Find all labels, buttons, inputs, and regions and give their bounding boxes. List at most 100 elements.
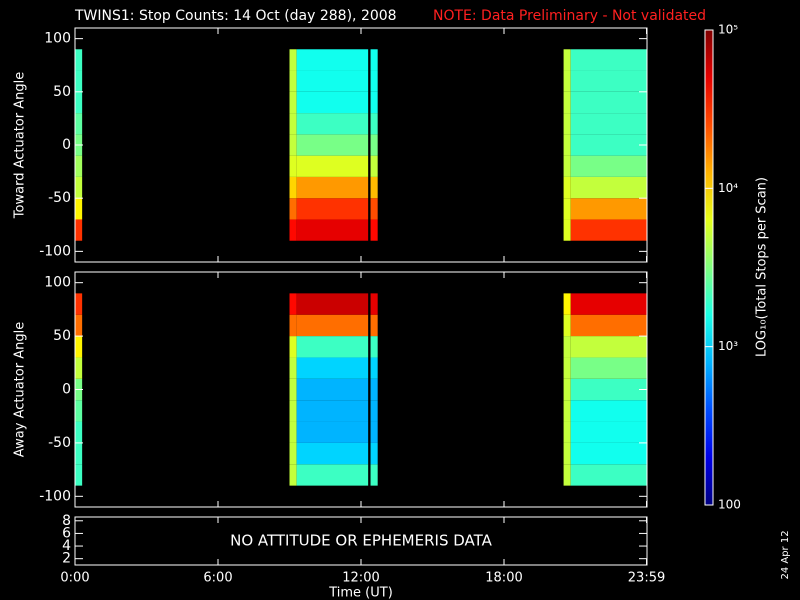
heatmap-cell bbox=[570, 70, 647, 92]
heatmap-cell bbox=[370, 198, 378, 220]
heatmap-cell bbox=[563, 49, 571, 71]
heatmap-cell bbox=[289, 336, 297, 358]
heatmap-cell bbox=[370, 421, 378, 443]
note: NOTE: Data Preliminary - Not validated bbox=[433, 8, 706, 24]
x-tick-label: 18:00 bbox=[485, 571, 522, 586]
y-tick-label: 100 bbox=[44, 31, 71, 47]
y-tick-label: -50 bbox=[48, 435, 71, 451]
heatmap-cell bbox=[570, 134, 647, 156]
y-tick-label: 6 bbox=[62, 525, 71, 541]
heatmap-cell bbox=[296, 421, 369, 443]
heatmap-cell bbox=[75, 49, 83, 71]
heatmap-cell bbox=[75, 219, 83, 241]
heatmap-cell bbox=[370, 134, 378, 156]
heatmap-cell bbox=[75, 421, 83, 443]
heatmap-cell bbox=[570, 400, 647, 422]
heatmap-cell bbox=[289, 155, 297, 177]
heatmap-cell bbox=[296, 70, 369, 92]
heatmap-cell bbox=[370, 176, 378, 199]
date: 24 Apr 12 bbox=[780, 530, 791, 579]
heatmap-cell bbox=[289, 464, 297, 486]
heatmap-cell bbox=[289, 314, 297, 337]
heatmap-cell bbox=[289, 400, 297, 422]
heatmap-cell bbox=[289, 378, 297, 401]
heatmap-cell bbox=[570, 464, 647, 486]
heatmap-cell bbox=[296, 91, 369, 114]
heatmap-cell bbox=[563, 91, 571, 114]
heatmap-cell bbox=[370, 314, 378, 337]
heatmap-cell bbox=[75, 464, 83, 486]
heatmap-cell bbox=[570, 113, 647, 135]
heatmap-cell bbox=[570, 421, 647, 443]
heatmap-cell bbox=[296, 293, 369, 315]
heatmap-cell bbox=[289, 357, 297, 379]
heatmap-cell bbox=[370, 442, 378, 465]
heatmap-cell bbox=[296, 49, 369, 71]
y-tick-label: -100 bbox=[39, 488, 71, 504]
y-axis-label: Away Actuator Angle bbox=[13, 322, 28, 457]
y-tick-label: 4 bbox=[62, 538, 71, 554]
heatmap-cell bbox=[370, 113, 378, 135]
heatmap-cell bbox=[570, 155, 647, 177]
heatmap-cell bbox=[289, 49, 297, 71]
heatmap-cell bbox=[570, 198, 647, 220]
x-axis-label: Time (UT) bbox=[328, 586, 393, 600]
heatmap-cell bbox=[289, 219, 297, 241]
heatmap-cell bbox=[563, 378, 571, 401]
heatmap-cell bbox=[563, 113, 571, 135]
colorbar-tick-label: 10⁴ bbox=[718, 181, 738, 195]
heatmap-cell bbox=[75, 198, 83, 220]
heatmap-cell bbox=[296, 464, 369, 486]
heatmap-cell bbox=[289, 198, 297, 220]
heatmap-cell bbox=[370, 464, 378, 486]
heatmap-cell bbox=[570, 293, 647, 315]
x-tick-label: 0:00 bbox=[60, 571, 89, 586]
heatmap-cell bbox=[296, 155, 369, 177]
heatmap-cell bbox=[289, 442, 297, 465]
heatmap-cell bbox=[570, 49, 647, 71]
heatmap-cell bbox=[296, 442, 369, 465]
heatmap-cell bbox=[570, 314, 647, 337]
heatmap-cell bbox=[563, 176, 571, 199]
heatmap-cell bbox=[570, 219, 647, 241]
heatmap-cell bbox=[370, 293, 378, 315]
y-tick-label: 50 bbox=[53, 84, 71, 100]
heatmap-cell bbox=[370, 400, 378, 422]
heatmap-cell bbox=[289, 421, 297, 443]
heatmap-cell bbox=[370, 219, 378, 241]
heatmap-cell bbox=[75, 91, 83, 114]
heatmap-cell bbox=[296, 314, 369, 337]
y-tick-label: -100 bbox=[39, 243, 71, 259]
heatmap-cell bbox=[563, 219, 571, 241]
heatmap-cell bbox=[296, 336, 369, 358]
heatmap-cell bbox=[563, 357, 571, 379]
heatmap-cell bbox=[563, 464, 571, 486]
heatmap-cell bbox=[75, 336, 83, 358]
heatmap-cell bbox=[563, 293, 571, 315]
heatmap-cell bbox=[289, 176, 297, 199]
colorbar-tick-label: 100 bbox=[718, 498, 741, 512]
heatmap-cell bbox=[296, 357, 369, 379]
heatmap-cell bbox=[289, 70, 297, 92]
heatmap-cell bbox=[563, 155, 571, 177]
y-tick-label: 8 bbox=[62, 513, 71, 529]
heatmap-cell bbox=[296, 113, 369, 135]
heatmap-cell bbox=[75, 113, 83, 135]
colorbar-label: LOG₁₀(Total Stops per Scan) bbox=[755, 177, 770, 357]
heatmap-cell bbox=[370, 49, 378, 71]
heatmap-cell bbox=[563, 314, 571, 337]
heatmap-cell bbox=[296, 378, 369, 401]
heatmap-cell bbox=[570, 357, 647, 379]
heatmap-cell bbox=[563, 70, 571, 92]
heatmap-cell bbox=[370, 91, 378, 114]
heatmap-cell bbox=[75, 357, 83, 379]
heatmap-cell bbox=[370, 70, 378, 92]
x-tick-label: 12:00 bbox=[342, 571, 379, 586]
x-tick-label: 6:00 bbox=[203, 571, 232, 586]
heatmap-cell bbox=[75, 70, 83, 92]
y-tick-label: 100 bbox=[44, 275, 71, 291]
heatmap-cell bbox=[289, 91, 297, 114]
y-axis-label: Toward Actuator Angle bbox=[13, 72, 28, 219]
heatmap-cell bbox=[296, 176, 369, 199]
